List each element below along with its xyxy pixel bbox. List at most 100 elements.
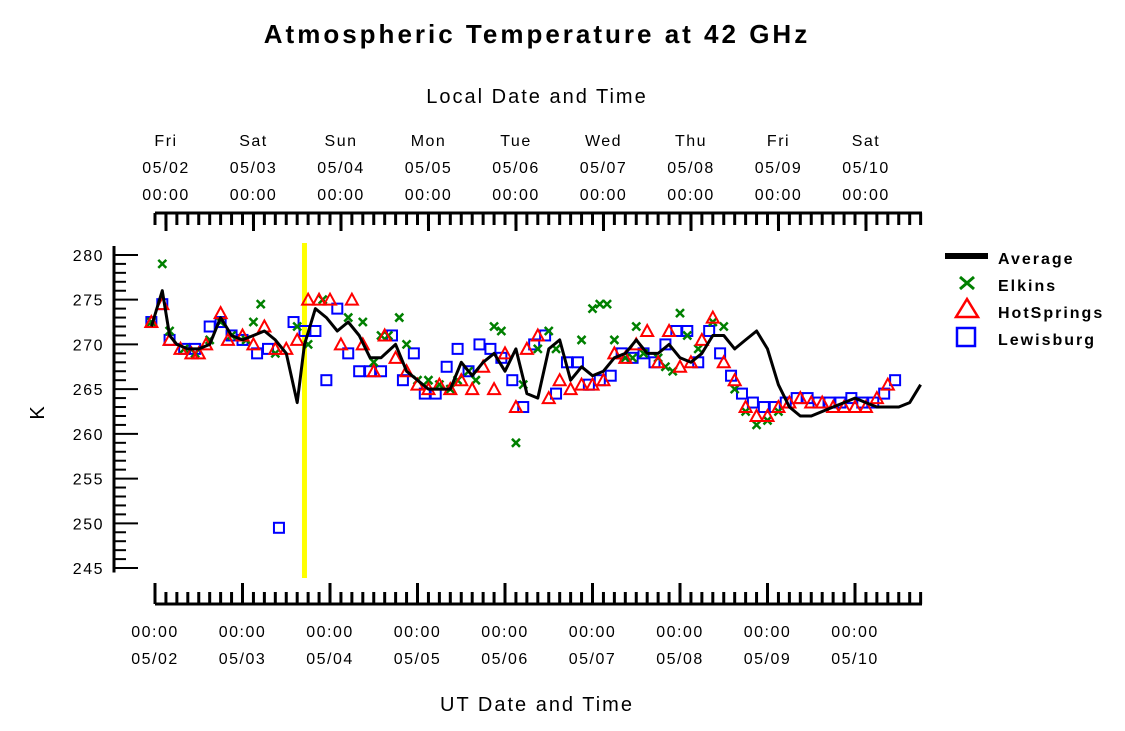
- bottom-tick-time: 00:00: [481, 624, 529, 641]
- top-tick-time: 00:00: [842, 187, 890, 204]
- lewisburg-point: [272, 521, 285, 534]
- legend-label: Elkins: [998, 278, 1057, 295]
- legend-item-lewisburg: Lewisburg: [955, 326, 1096, 349]
- hotsprings-point: [333, 336, 349, 351]
- bottom-tick-time: 00:00: [569, 624, 617, 641]
- bottom-tick-date: 05/09: [744, 651, 792, 668]
- hotsprings-point: [836, 398, 852, 414]
- hotsprings-point: [322, 291, 338, 306]
- y-tick-label: 245: [73, 561, 104, 578]
- elkins-point: [576, 335, 587, 345]
- lewisburg-point: [342, 347, 355, 360]
- hotsprings-point: [770, 398, 787, 414]
- lewisburg-point: [331, 302, 344, 315]
- lewisburg-point: [735, 387, 748, 400]
- bottom-tick-time: 00:00: [306, 624, 354, 641]
- lewisburg-point: [396, 374, 409, 387]
- elkins-point: [682, 330, 693, 341]
- hotsprings-point: [672, 358, 688, 373]
- hotsprings-point: [869, 389, 885, 405]
- lewisburg-point: [451, 342, 464, 355]
- top-tick-date: 05/04: [317, 160, 365, 177]
- top-tick-time: 00:00: [580, 187, 628, 204]
- y-tick-label: 255: [73, 472, 104, 489]
- top-tick-day: Wed: [585, 133, 622, 150]
- bottom-tick-time: 00:00: [394, 624, 442, 641]
- y-axis-label: K: [27, 404, 49, 419]
- legend-swatch: [955, 326, 977, 348]
- top-axis: Fri 05/02 00:00 Sat 05/03 00:00 Sun 05/04 00:00 M…: [142, 133, 923, 231]
- lewisburg-point: [889, 374, 902, 387]
- lewisburg-point: [484, 342, 497, 355]
- hotsprings-point: [617, 349, 633, 364]
- lewisburg-point: [571, 356, 584, 369]
- lewisburg-point: [353, 365, 366, 378]
- hotsprings-point: [519, 340, 535, 355]
- top-tick-day: Fri: [154, 133, 177, 150]
- bottom-tick-date: 05/07: [569, 651, 617, 668]
- top-tick-date: 05/07: [580, 160, 628, 177]
- elkins-point: [751, 420, 762, 430]
- chart-title: Atmospheric Temperature at 42 GHz: [264, 19, 810, 49]
- hotsprings-point: [366, 363, 382, 378]
- elkins-point: [718, 321, 729, 332]
- hotsprings-point: [453, 372, 469, 387]
- hotsprings-point: [377, 327, 393, 342]
- lewisburg-point: [506, 374, 519, 387]
- elkins-point: [631, 321, 642, 332]
- hotsprings-point: [398, 363, 415, 378]
- elkins-point: [729, 384, 740, 395]
- lewisburg-point: [440, 360, 453, 373]
- hotsprings-point: [716, 354, 732, 369]
- bottom-tick-date: 05/02: [131, 651, 179, 668]
- elkins-point: [489, 321, 499, 332]
- lewisburg-point: [462, 365, 475, 378]
- elkins-point: [693, 343, 704, 354]
- elkins-point: [423, 375, 434, 386]
- hotsprings-point: [311, 291, 327, 306]
- top-tick-date: 05/09: [755, 160, 803, 177]
- hotsprings-point: [880, 376, 896, 391]
- top-tick-day: Mon: [411, 133, 447, 150]
- elkins-point: [401, 339, 412, 350]
- top-tick-day: Thu: [675, 133, 707, 150]
- hotsprings-point: [245, 336, 262, 351]
- hotsprings-point: [847, 398, 863, 414]
- lewisburg-point: [714, 347, 727, 360]
- hotsprings-point: [759, 407, 776, 422]
- y-tick-label: 250: [73, 516, 104, 533]
- hotsprings-point: [289, 331, 305, 346]
- bottom-tick-time: 00:00: [131, 624, 179, 641]
- bottom-tick-time: 00:00: [219, 624, 267, 641]
- bottom-tick-time: 00:00: [831, 624, 879, 641]
- y-axis: 280 275 270 265 260 255 250 245: [73, 246, 138, 578]
- hotsprings-point: [344, 291, 360, 306]
- hotsprings-point: [705, 309, 721, 324]
- hotsprings-point: [300, 291, 316, 306]
- top-tick-date: 05/10: [842, 160, 890, 177]
- hotsprings-point: [792, 389, 808, 405]
- top-axis-title: Local Date and Time: [426, 86, 647, 108]
- top-tick-day: Fri: [767, 133, 790, 150]
- legend-label: Average: [998, 251, 1075, 268]
- hotsprings-point: [650, 354, 666, 369]
- legend-label: Lewisburg: [998, 332, 1096, 349]
- top-tick-day: Sat: [852, 133, 881, 150]
- y-tick-label: 270: [73, 337, 104, 354]
- hotsprings-point: [573, 376, 590, 391]
- elkins-point: [248, 317, 259, 327]
- series-elkins: [146, 259, 784, 448]
- bottom-tick-time: 00:00: [656, 624, 704, 641]
- series-average: [149, 289, 922, 418]
- hotsprings-point: [220, 331, 236, 346]
- elkins-point: [602, 299, 612, 310]
- elkins-point: [511, 437, 521, 448]
- bottom-tick-date: 05/03: [219, 651, 267, 668]
- elkins-point: [587, 303, 598, 314]
- lewisburg-point: [320, 374, 333, 387]
- hotsprings-point: [530, 327, 546, 342]
- elkins-point: [343, 312, 354, 323]
- lewisburg-point: [287, 316, 300, 329]
- hotsprings-point: [562, 381, 579, 396]
- legend-item-elkins: Elkins: [959, 275, 1057, 295]
